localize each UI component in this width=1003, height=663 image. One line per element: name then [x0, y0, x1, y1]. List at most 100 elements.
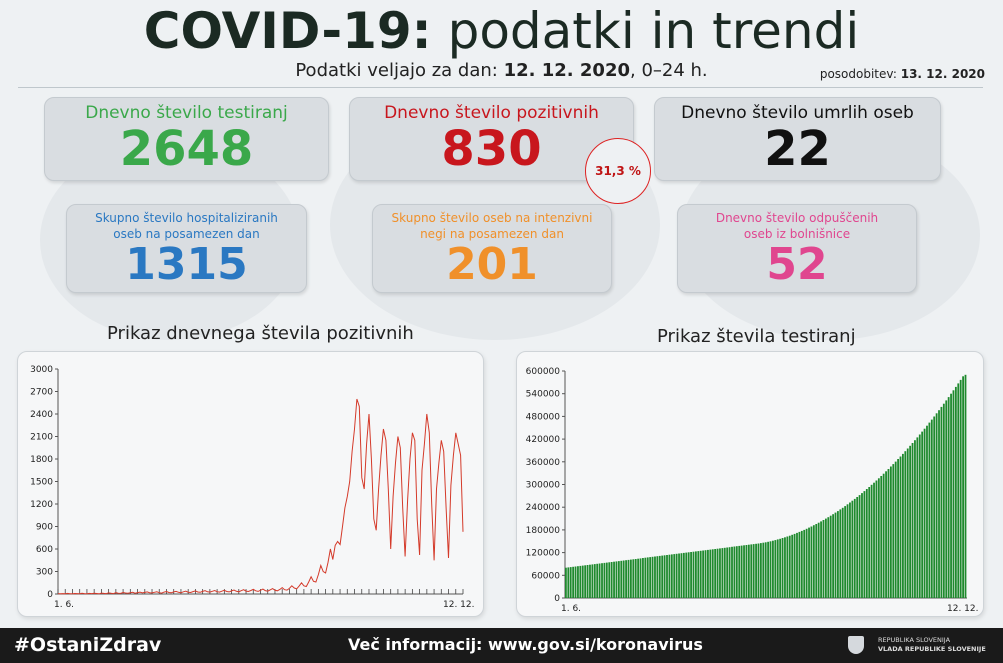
title-rest: podatki in trendi — [447, 2, 860, 60]
y-tick-label: 180000 — [526, 526, 561, 536]
test-bar — [781, 538, 784, 598]
test-bar — [918, 434, 921, 598]
test-bar — [817, 522, 820, 598]
test-bar — [928, 422, 931, 598]
test-bar — [788, 535, 791, 598]
test-bar — [824, 518, 827, 598]
test-bar — [750, 544, 753, 598]
test-bar — [767, 541, 770, 598]
test-bar — [567, 567, 570, 598]
test-bar — [791, 534, 794, 598]
test-bar — [962, 376, 964, 598]
test-bar — [786, 536, 789, 598]
card-hospitalized: Skupno število hospitaliziranih oseb na … — [66, 204, 307, 293]
test-bar — [584, 565, 587, 598]
test-bar — [940, 406, 943, 598]
test-bar — [875, 480, 878, 598]
test-bar — [740, 545, 743, 598]
test-bar — [916, 437, 919, 598]
x-tick-label-end: 12. 12. — [947, 604, 979, 614]
card-value: 830 — [441, 121, 542, 177]
test-bar — [680, 553, 683, 598]
test-bar — [733, 546, 736, 598]
chart-panel-tests: 0 60000 120000 180000 240000 300000 360000 4200… — [516, 351, 984, 617]
test-bar — [702, 550, 705, 598]
coat-of-arms-icon — [848, 636, 864, 654]
y-tick-label: 2400 — [30, 410, 53, 420]
test-bar — [637, 558, 640, 598]
footer-bar: #OstaniZdrav Več informacij: www.gov.si/… — [0, 628, 1003, 663]
chart-panel-positive: 0 300 600 900 1200 1500 1800 2100 2400 2700 3000 1.… — [17, 351, 484, 617]
test-bar — [870, 484, 873, 598]
x-tick-label-start: 1. 6. — [561, 604, 581, 614]
test-bar — [615, 561, 618, 598]
test-bar — [656, 556, 659, 598]
card-value: 22 — [764, 121, 831, 177]
positive-series-line — [57, 398, 464, 595]
test-bar — [834, 512, 837, 598]
test-bar — [738, 545, 741, 598]
test-bar — [668, 554, 671, 598]
test-bar — [853, 498, 856, 598]
test-bar — [899, 456, 902, 598]
test-bar — [774, 540, 777, 598]
y-tick-label: 60000 — [531, 571, 560, 581]
test-bar — [873, 482, 875, 598]
test-bar — [942, 403, 945, 598]
test-bar — [815, 524, 818, 598]
subtitle-prefix: Podatki veljajo za dan: — [295, 60, 498, 81]
test-bar — [947, 397, 950, 598]
test-bar — [714, 549, 717, 598]
y-tick-label: 420000 — [526, 435, 561, 445]
test-bar — [743, 545, 745, 598]
y-tick-label: 0 — [554, 594, 560, 604]
test-bar — [887, 469, 890, 598]
y-tick-label: 360000 — [526, 458, 561, 468]
test-bar — [719, 548, 721, 598]
y-tick-label: 1200 — [30, 500, 53, 510]
test-bar — [894, 461, 897, 598]
test-bar — [892, 464, 895, 598]
test-bar — [880, 476, 883, 598]
test-bar — [603, 562, 606, 598]
gov-line: REPUBLIKA SLOVENIJA — [878, 636, 951, 644]
test-bar — [625, 560, 627, 598]
test-bar — [721, 548, 724, 598]
test-bar — [810, 526, 813, 598]
card-label: Skupno število hospitaliziranih oseb na … — [67, 210, 306, 242]
test-bar — [598, 563, 601, 598]
more-info-link[interactable]: Več informacij: www.gov.si/koronavirus — [348, 635, 703, 654]
y-tick-label: 0 — [47, 590, 53, 600]
test-bar — [581, 565, 584, 598]
test-bar — [829, 515, 832, 598]
test-bar — [608, 562, 611, 598]
test-bar — [762, 542, 765, 598]
test-bar — [569, 567, 572, 598]
test-bar — [822, 520, 825, 598]
test-bar — [921, 431, 924, 598]
test-bar — [682, 552, 685, 598]
test-bar — [716, 548, 719, 598]
x-tick-label-start: 1. 6. — [54, 600, 74, 610]
test-bar — [707, 549, 709, 598]
label-line: oseb na posamezen dan — [113, 227, 260, 241]
test-bar — [820, 521, 822, 598]
test-bar — [952, 390, 955, 598]
label-line: Skupno število oseb na intenzivni — [391, 211, 593, 225]
test-bar — [849, 502, 851, 598]
test-bar — [661, 555, 664, 598]
test-bar — [779, 538, 782, 598]
card-label: Dnevno število umrlih oseb — [681, 103, 914, 123]
test-bar — [911, 443, 914, 598]
y-tick-label: 300 — [36, 568, 53, 578]
test-bar — [858, 495, 861, 598]
test-bar — [793, 533, 796, 598]
y-tick-label: 480000 — [526, 412, 561, 422]
test-bar — [851, 500, 854, 598]
header-divider — [18, 87, 983, 88]
test-bar — [747, 544, 750, 598]
test-bar — [923, 428, 926, 598]
test-bar — [694, 551, 697, 598]
test-bar — [769, 541, 772, 599]
y-tick-label: 900 — [36, 523, 53, 533]
